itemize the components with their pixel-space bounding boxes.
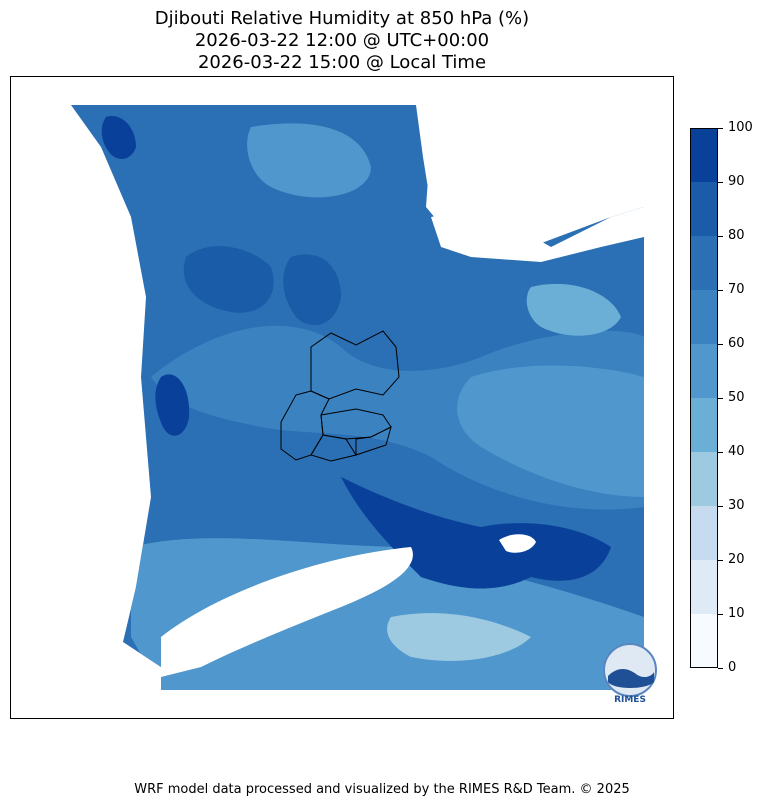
colorbar-tick-mark — [718, 182, 723, 183]
colorbar-tick-label: 100 — [728, 120, 753, 135]
colorbar-segment-60-70 — [690, 290, 718, 344]
colorbar-segment-50-60 — [690, 344, 718, 398]
rimes-logo: RIMES — [603, 643, 657, 704]
band-30-40 — [531, 105, 644, 217]
logo-ring — [603, 643, 657, 697]
colorbar-tick-label: 10 — [728, 606, 745, 621]
band-90-100-west — [155, 374, 190, 436]
colorbar-segment-20-30 — [690, 506, 718, 560]
logo-wave — [608, 669, 654, 688]
colorbar-border — [690, 128, 718, 668]
map-plot-area — [10, 76, 674, 719]
band-80-90-west — [183, 246, 274, 313]
land-mask-gap — [499, 534, 536, 553]
colorbar-tick-label: 0 — [728, 660, 737, 675]
band-30-40-south — [387, 613, 531, 661]
colorbar-tick-label: 90 — [728, 174, 745, 189]
chart-title-line-1: Djibouti Relative Humidity at 850 hPa (%… — [154, 8, 530, 29]
land-mask-northeast — [416, 105, 481, 217]
band-80-90-center — [283, 254, 341, 326]
colorbar-tick-label: 20 — [728, 552, 745, 567]
colorbar-tick-mark — [718, 290, 723, 291]
footer-credit: WRF model data processed and visualized … — [134, 782, 630, 797]
colorbar-segment-80-90 — [690, 182, 718, 236]
band-50-60-east — [457, 365, 644, 497]
colorbar-tick-label: 50 — [728, 390, 745, 405]
country-border-lines — [280, 330, 400, 462]
colorbar-tick-mark — [718, 236, 723, 237]
band-50-60-south — [131, 538, 644, 690]
chart-title-line-2: 2026-03-22 12:00 @ UTC+00:00 — [194, 30, 490, 51]
colorbar-tick-mark — [718, 506, 723, 507]
colorbar-tick-label: 40 — [728, 444, 745, 459]
land-mask-south — [161, 547, 413, 677]
band-50-60-north — [247, 123, 371, 198]
colorbar-tick-label: 30 — [728, 498, 745, 513]
colorbar-tick-label: 80 — [728, 228, 745, 243]
colorbar-segment-0-10 — [690, 614, 718, 668]
colorbar-segment-40-50 — [690, 398, 718, 452]
contour-fill-group — [71, 105, 644, 690]
colorbar-segment-70-80 — [690, 236, 718, 290]
colorbar-tick-mark — [718, 128, 723, 129]
humidity-field-map — [71, 105, 644, 690]
band-90-100-north — [101, 116, 136, 159]
colorbar-tick-mark — [718, 398, 723, 399]
logo-text: RIMES — [614, 695, 646, 704]
band-40-50 — [526, 283, 621, 336]
colorbar-tick-label: 60 — [728, 336, 745, 351]
colorbar-segment-30-40 — [690, 452, 718, 506]
border-region-south — [310, 434, 357, 462]
border-region-southeast — [355, 426, 392, 456]
chart-title-line-3: 2026-03-22 15:00 @ Local Time — [197, 52, 487, 73]
land-mask-gulf — [431, 207, 644, 262]
colorbar — [690, 128, 718, 668]
colorbar-tick-mark — [718, 452, 723, 453]
colorbar-tick-label: 70 — [728, 282, 745, 297]
colorbar-tick-mark — [718, 344, 723, 345]
colorbar-tick-mark — [718, 668, 723, 669]
colorbar-tick-mark — [718, 560, 723, 561]
colorbar-tick-mark — [718, 614, 723, 615]
colorbar-segment-90-100 — [690, 128, 718, 182]
colorbar-segment-10-20 — [690, 560, 718, 614]
